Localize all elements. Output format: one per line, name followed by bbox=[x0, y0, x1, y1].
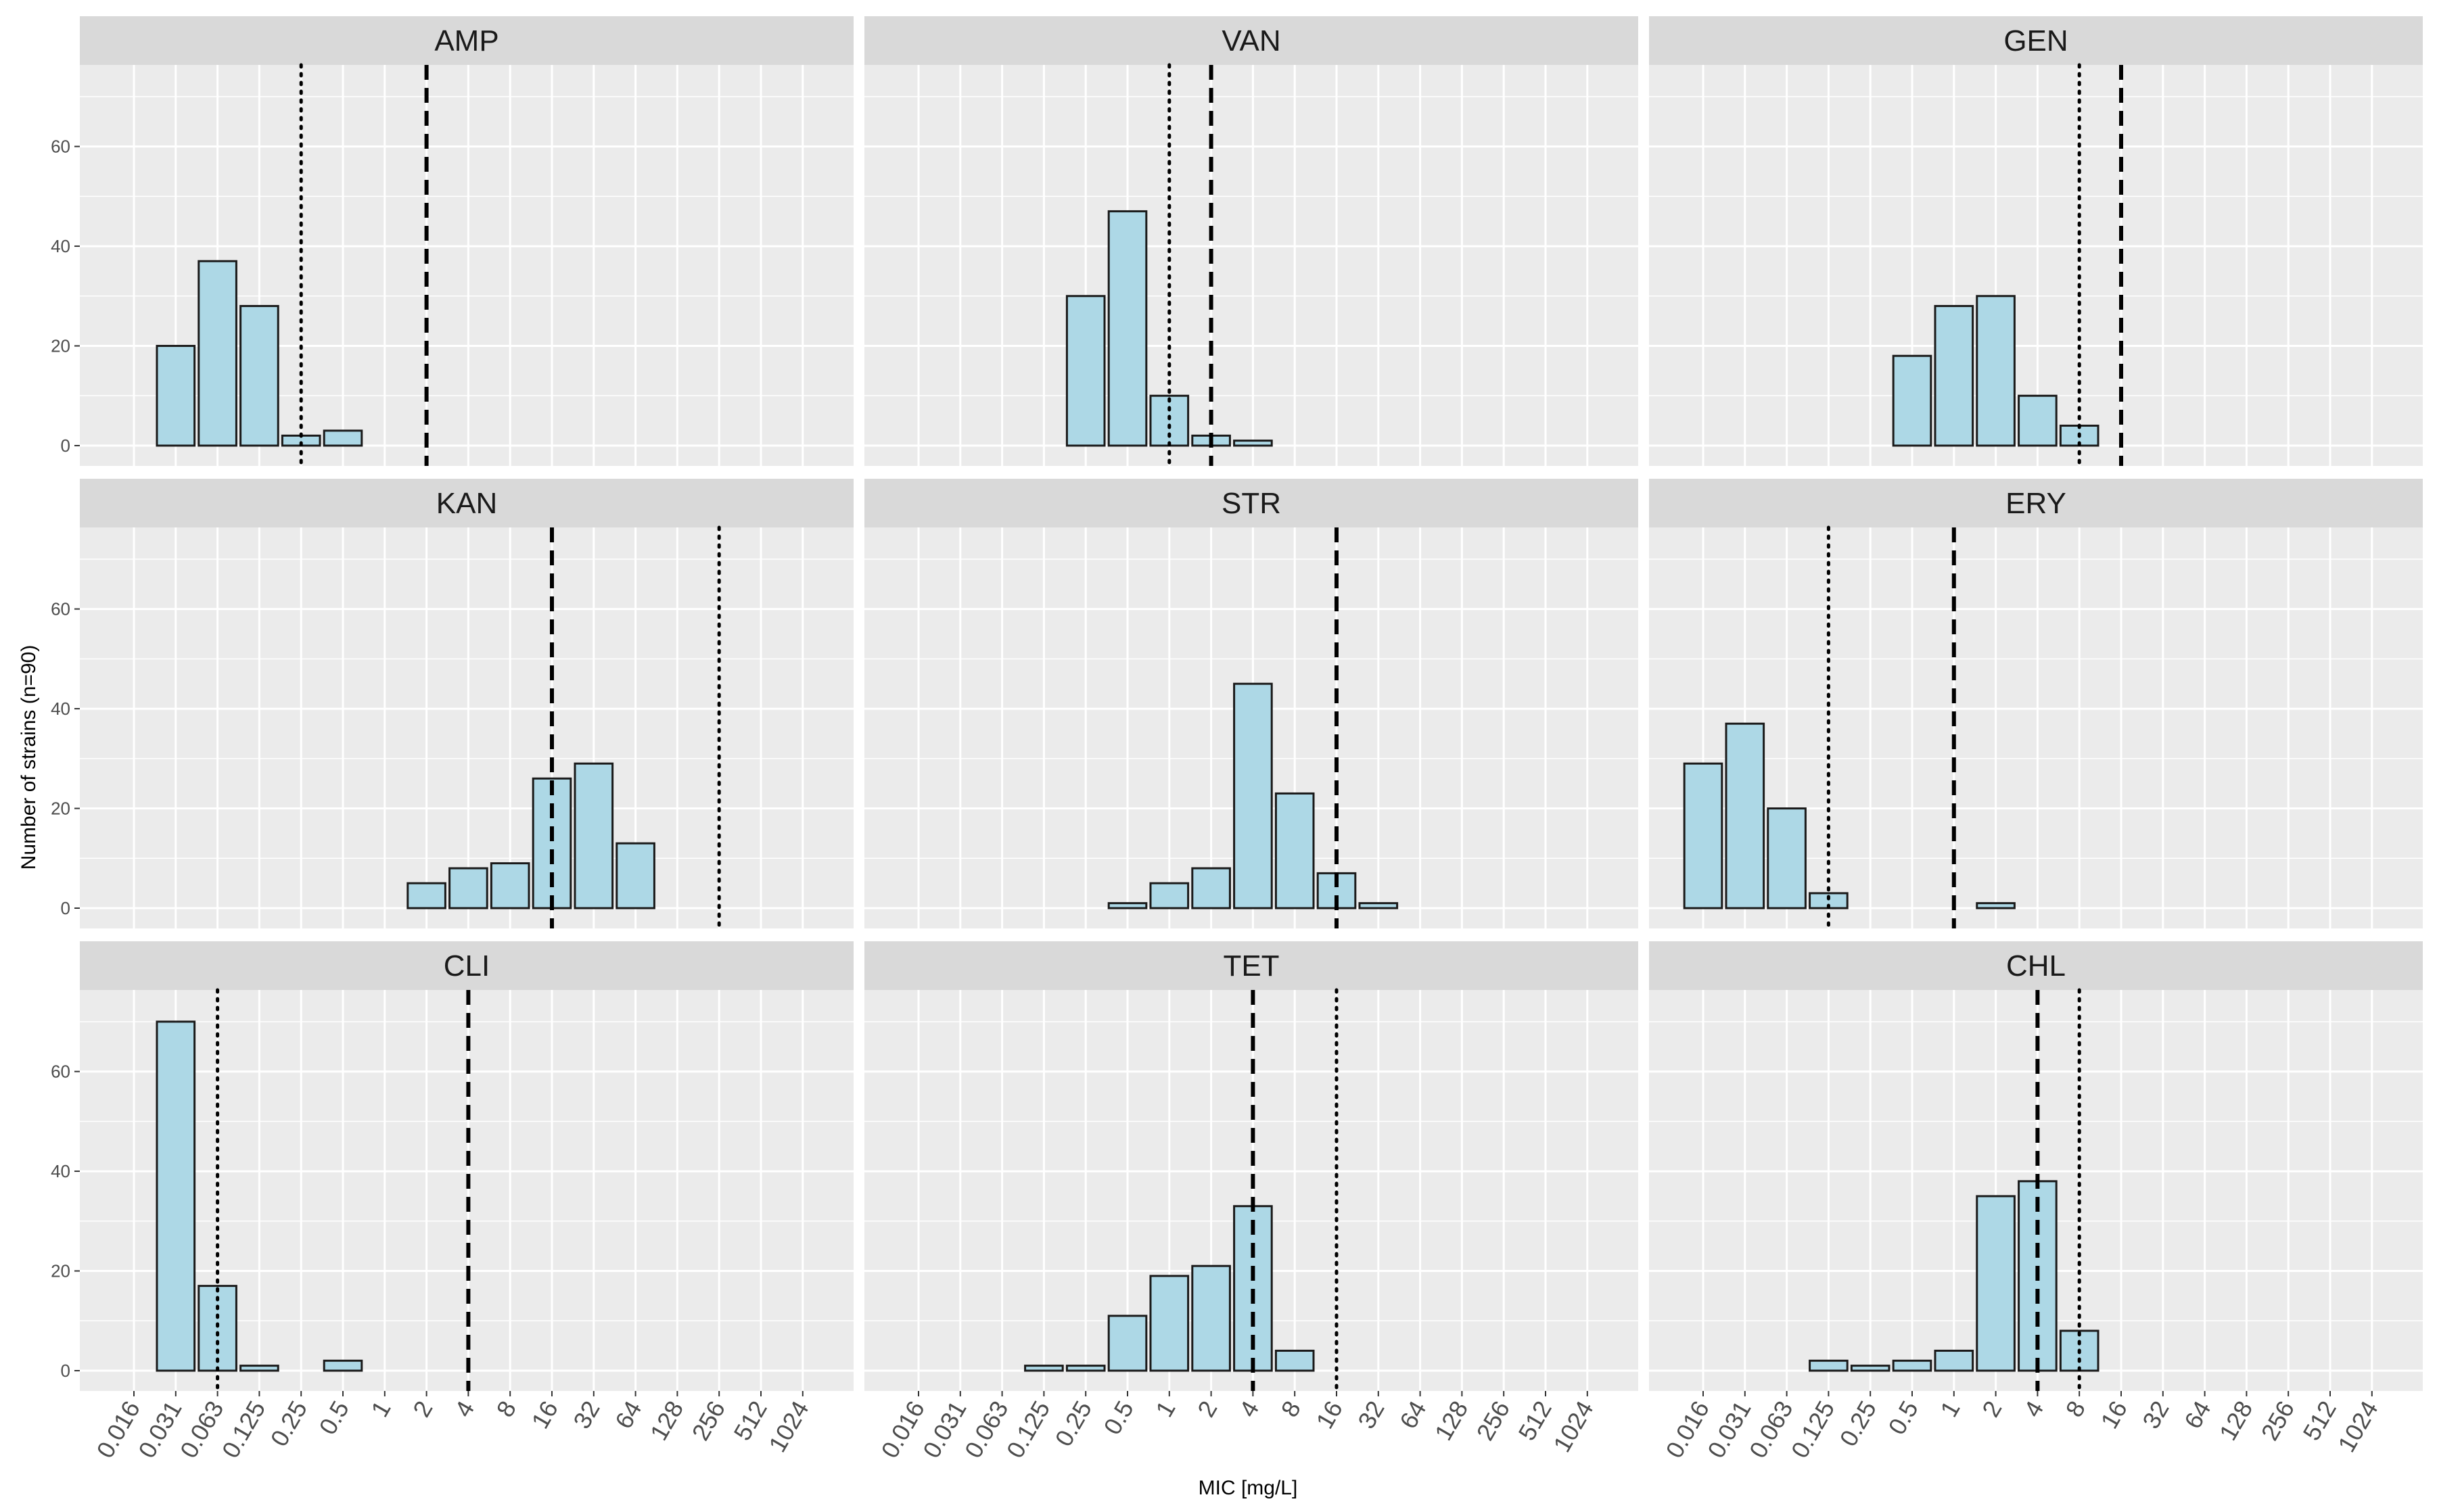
facet-panel-van: VAN bbox=[864, 16, 1638, 468]
facet-title: STR bbox=[1222, 487, 1281, 520]
bar bbox=[1976, 295, 2016, 447]
facet-strip bbox=[1649, 479, 2423, 527]
y-tick-label: 20 bbox=[51, 1261, 70, 1281]
bar bbox=[1850, 1365, 1890, 1372]
facet-title: KAN bbox=[436, 487, 497, 520]
facet-title: AMP bbox=[434, 24, 498, 57]
y-tick-label: 0 bbox=[61, 898, 70, 918]
bar bbox=[1149, 394, 1190, 447]
bar bbox=[1767, 807, 1807, 909]
bar bbox=[1191, 867, 1231, 909]
facet-panel-chl: CHL bbox=[1649, 941, 2423, 1396]
bar bbox=[1683, 762, 1723, 909]
bar bbox=[407, 882, 446, 909]
facet-panel-ery: ERY bbox=[1649, 479, 2423, 930]
facet-title: VAN bbox=[1222, 24, 1280, 57]
bar bbox=[1358, 902, 1399, 909]
bar bbox=[1274, 1350, 1315, 1372]
facet-strip bbox=[864, 16, 1638, 65]
x-axis-title: MIC [mg/L] bbox=[1199, 1477, 1298, 1499]
facet-panel-str: STR bbox=[864, 479, 1638, 928]
facet-title: CHL bbox=[2006, 949, 2066, 983]
bar bbox=[323, 1359, 363, 1372]
facet-title: ERY bbox=[2005, 487, 2066, 520]
facet-strip bbox=[864, 941, 1638, 990]
bar bbox=[239, 1365, 279, 1372]
bar bbox=[1725, 722, 1765, 909]
y-tick-label: 40 bbox=[51, 236, 70, 256]
y-axis-title: Number of strains (n=90) bbox=[18, 645, 40, 870]
facet-panel-cli: CLI bbox=[74, 941, 854, 1396]
bar bbox=[1149, 1275, 1190, 1372]
bar bbox=[1024, 1365, 1064, 1372]
y-tick-label: 0 bbox=[61, 1361, 70, 1381]
facet-strip bbox=[1649, 941, 2423, 990]
bar bbox=[239, 305, 279, 447]
bar bbox=[1809, 1359, 1849, 1372]
bar bbox=[1107, 1315, 1148, 1372]
y-tick-label: 40 bbox=[51, 699, 70, 719]
bar bbox=[1233, 440, 1273, 447]
bar bbox=[532, 777, 572, 909]
bar bbox=[1892, 1359, 1932, 1372]
panel-background bbox=[1649, 527, 2423, 928]
facet-strip bbox=[80, 479, 854, 527]
bar bbox=[574, 762, 614, 909]
y-tick-label: 60 bbox=[51, 137, 70, 157]
bar bbox=[1107, 210, 1148, 447]
bar bbox=[1274, 792, 1315, 909]
facet-panel-gen: GEN bbox=[1649, 16, 2423, 468]
facet-panels: AMP VAN GEN KAN STR ERY CLI TET CHL bbox=[74, 16, 2423, 1396]
bar bbox=[323, 429, 363, 447]
bar bbox=[2018, 394, 2058, 447]
y-tick-labels: 0 20 40 60 0 20 40 60 0 20 40 60 bbox=[51, 137, 70, 1381]
bar bbox=[1934, 1350, 1974, 1372]
y-tick-label: 60 bbox=[51, 599, 70, 619]
bar bbox=[1065, 295, 1106, 447]
panel-background bbox=[80, 527, 854, 928]
facet-panel-kan: KAN bbox=[74, 479, 854, 930]
facet-strip bbox=[864, 479, 1638, 527]
bar bbox=[1934, 305, 1974, 447]
y-tick-label: 20 bbox=[51, 336, 70, 356]
facet-strip bbox=[80, 16, 854, 65]
bar bbox=[448, 867, 488, 909]
bar bbox=[156, 1020, 196, 1372]
facet-panel-tet: TET bbox=[864, 941, 1638, 1396]
bar bbox=[198, 260, 237, 447]
bar bbox=[1065, 1365, 1106, 1372]
bar bbox=[616, 842, 655, 909]
facet-panel-amp: AMP bbox=[74, 16, 854, 468]
bar bbox=[1107, 902, 1148, 909]
bar bbox=[156, 345, 196, 447]
facet-strip bbox=[1649, 16, 2423, 65]
bar bbox=[490, 862, 530, 909]
facet-strip bbox=[80, 941, 854, 990]
panel-background bbox=[864, 65, 1638, 466]
bar bbox=[1233, 682, 1273, 909]
bar bbox=[1976, 902, 2016, 909]
y-tick-label: 20 bbox=[51, 799, 70, 819]
bar bbox=[1149, 882, 1190, 909]
bar bbox=[1892, 354, 1932, 447]
y-tick-label: 40 bbox=[51, 1161, 70, 1181]
y-tick-label: 60 bbox=[51, 1062, 70, 1082]
panel-background bbox=[80, 65, 854, 466]
facet-title: GEN bbox=[2003, 24, 2068, 57]
facet-title: TET bbox=[1223, 949, 1279, 983]
facet-title: CLI bbox=[444, 949, 490, 983]
bar bbox=[1191, 1265, 1231, 1372]
y-tick-label: 0 bbox=[61, 435, 70, 456]
bar bbox=[1976, 1195, 2016, 1372]
